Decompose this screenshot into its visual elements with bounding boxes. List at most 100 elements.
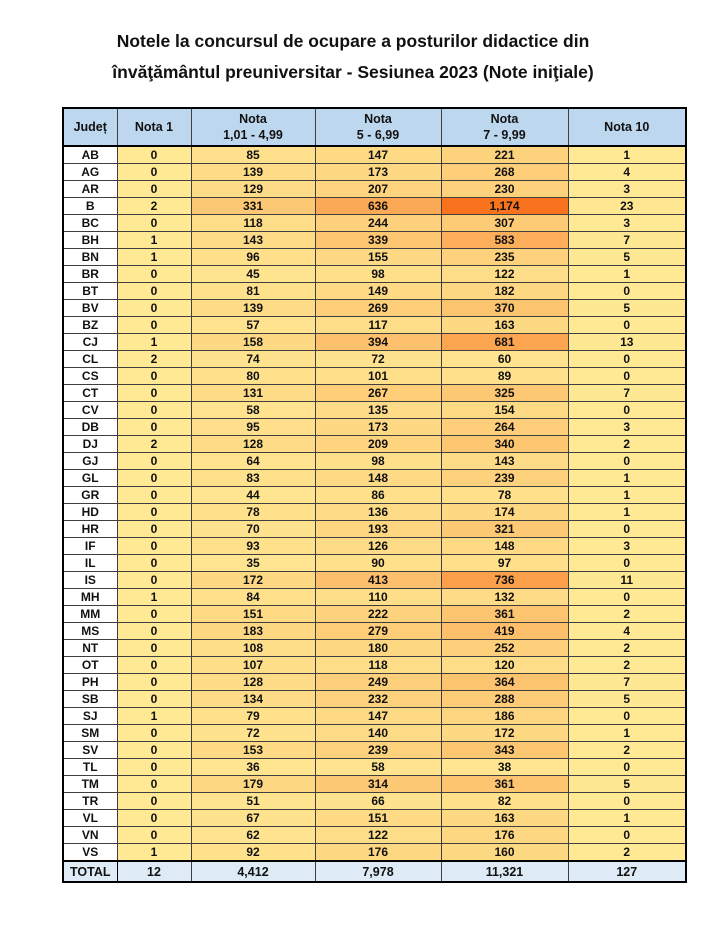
value-cell: 0 (116, 469, 192, 487)
table-row: GR 0 44 86 78 1 (62, 486, 687, 504)
value-cell: 2 (567, 605, 687, 623)
value-cell: 340 (440, 435, 569, 453)
value-cell: 279 (314, 622, 442, 640)
value-cell: 0 (116, 163, 192, 181)
value-cell: 186 (440, 707, 569, 725)
value-cell: 158 (190, 333, 316, 351)
value-cell: 268 (440, 163, 569, 181)
value-cell: 0 (567, 520, 687, 538)
value-cell: 339 (314, 231, 442, 249)
county-cell: BN (62, 248, 118, 266)
value-cell: 0 (567, 282, 687, 300)
table-row: VL 0 67 151 163 1 (62, 809, 687, 827)
county-cell: OT (62, 656, 118, 674)
value-cell: 1 (116, 707, 192, 725)
value-cell: 45 (190, 265, 316, 283)
county-cell: MM (62, 605, 118, 623)
value-cell: 0 (567, 316, 687, 334)
value-cell: 0 (567, 792, 687, 810)
table-row: GJ 0 64 98 143 0 (62, 452, 687, 470)
value-cell: 122 (314, 826, 442, 844)
table-header: Județ Nota 1 Nota 1,01 - 4,99 Nota 5 - 6… (62, 107, 687, 147)
table-row: PH 0 128 249 364 7 (62, 673, 687, 691)
value-cell: 0 (116, 605, 192, 623)
value-cell: 0 (116, 656, 192, 674)
value-cell: 36 (190, 758, 316, 776)
table-row: TR 0 51 66 82 0 (62, 792, 687, 810)
value-cell: 143 (440, 452, 569, 470)
value-cell: 0 (116, 503, 192, 521)
table-row: TM 0 179 314 361 5 (62, 775, 687, 793)
value-cell: 0 (116, 775, 192, 793)
table-row: BT 0 81 149 182 0 (62, 282, 687, 300)
county-cell: BV (62, 299, 118, 317)
county-cell: AB (62, 145, 118, 164)
total-row: TOTAL 12 4,412 7,978 11,321 127 (62, 860, 687, 883)
county-cell: BC (62, 214, 118, 232)
value-cell: 7 (567, 384, 687, 402)
value-cell: 736 (440, 571, 569, 589)
county-cell: HD (62, 503, 118, 521)
county-cell: SV (62, 741, 118, 759)
county-cell: PH (62, 673, 118, 691)
value-cell: 0 (567, 588, 687, 606)
table-row: OT 0 107 118 120 2 (62, 656, 687, 674)
total-value-cell: 4,412 (190, 860, 316, 883)
value-cell: 2 (567, 639, 687, 657)
value-cell: 0 (116, 486, 192, 504)
value-cell: 681 (440, 333, 569, 351)
table-row: VS 1 92 176 160 2 (62, 843, 687, 862)
table-row: BH 1 143 339 583 7 (62, 231, 687, 249)
table-row: SB 0 134 232 288 5 (62, 690, 687, 708)
table-row: CL 2 74 72 60 0 (62, 350, 687, 368)
table-row: CV 0 58 135 154 0 (62, 401, 687, 419)
value-cell: 163 (440, 809, 569, 827)
value-cell: 90 (314, 554, 442, 572)
county-cell: IS (62, 571, 118, 589)
county-cell: AR (62, 180, 118, 198)
county-cell: BT (62, 282, 118, 300)
value-cell: 4 (567, 622, 687, 640)
value-cell: 239 (314, 741, 442, 759)
value-cell: 62 (190, 826, 316, 844)
value-cell: 0 (116, 418, 192, 436)
table-row: BN 1 96 155 235 5 (62, 248, 687, 266)
column-header-nota-5-699: Nota 5 - 6,99 (314, 107, 442, 147)
value-cell: 64 (190, 452, 316, 470)
value-cell: 148 (440, 537, 569, 555)
table-row: BV 0 139 269 370 5 (62, 299, 687, 317)
value-cell: 80 (190, 367, 316, 385)
value-cell: 0 (116, 265, 192, 283)
county-cell: HR (62, 520, 118, 538)
county-cell: BH (62, 231, 118, 249)
county-cell: DB (62, 418, 118, 436)
total-label: TOTAL (62, 860, 118, 883)
value-cell: 131 (190, 384, 316, 402)
table-row: CT 0 131 267 325 7 (62, 384, 687, 402)
value-cell: 0 (116, 384, 192, 402)
value-cell: 149 (314, 282, 442, 300)
value-cell: 583 (440, 231, 569, 249)
value-cell: 0 (116, 690, 192, 708)
value-cell: 98 (314, 452, 442, 470)
value-cell: 143 (190, 231, 316, 249)
value-cell: 120 (440, 656, 569, 674)
table-row: IF 0 93 126 148 3 (62, 537, 687, 555)
value-cell: 1 (116, 231, 192, 249)
header-row: Județ Nota 1 Nota 1,01 - 4,99 Nota 5 - 6… (62, 107, 687, 147)
table-row: BC 0 118 244 307 3 (62, 214, 687, 232)
value-cell: 0 (116, 554, 192, 572)
value-cell: 239 (440, 469, 569, 487)
value-cell: 108 (190, 639, 316, 657)
column-header-judet: Județ (62, 107, 118, 147)
county-cell: IL (62, 554, 118, 572)
table-row: HD 0 78 136 174 1 (62, 503, 687, 521)
value-cell: 93 (190, 537, 316, 555)
value-cell: 13 (567, 333, 687, 351)
value-cell: 0 (116, 673, 192, 691)
value-cell: 179 (190, 775, 316, 793)
value-cell: 0 (567, 452, 687, 470)
value-cell: 0 (116, 724, 192, 742)
table-row: SJ 1 79 147 186 0 (62, 707, 687, 725)
